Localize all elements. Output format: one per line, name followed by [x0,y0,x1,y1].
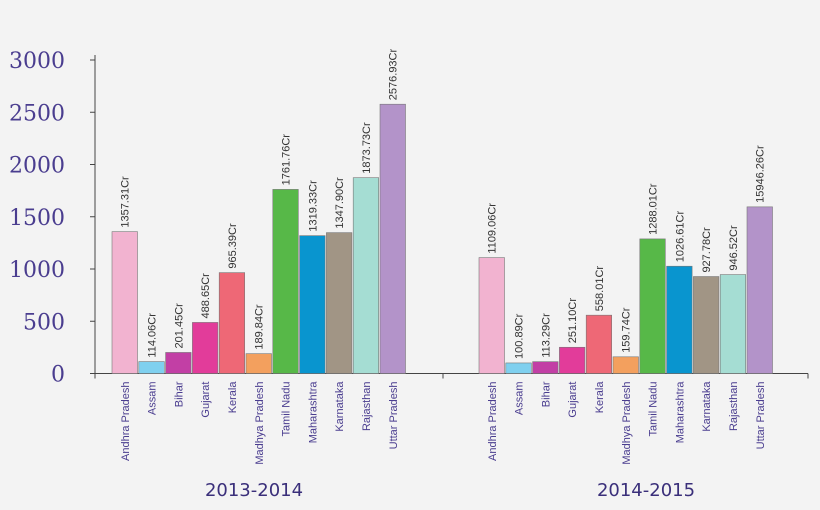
y-tick-label: 500 [23,310,65,335]
bar-uttar-pradesh [379,103,406,374]
x-tick-label: Tamil Nadu [281,382,293,437]
y-tick-label: 0 [51,363,65,388]
x-tick-label: Assam [147,382,159,416]
data-label: 201.45Cr [173,303,185,349]
bar-rajasthan [719,274,747,374]
bar-kerala [585,314,613,374]
x-tick-label: Kerala [227,381,239,414]
bar-andhra-pradesh [478,257,505,374]
data-labels: 1357.31Cr 114.06Cr 201.45Cr 488.65Cr 965.39C… [120,49,767,359]
data-label: 2576.93Cr [388,49,400,101]
data-label: 159.74Cr [621,307,633,353]
bar-kerala [218,272,245,374]
group-label: 2013-2014 [205,480,303,501]
data-label: 1347.90Cr [334,177,346,229]
data-label: 15946.26Cr [755,145,767,203]
x-tick-label: Andhra Pradesh [120,382,132,462]
bar-uttar-pradesh [746,206,773,374]
y-tick-label: 2500 [9,101,65,126]
bars [111,103,773,374]
bar-gujarat [559,346,586,374]
x-tick-label: Karnataka [701,381,713,432]
bar-assam [138,361,165,374]
bar-bihar [532,361,559,374]
y-tick-label: 1500 [9,206,65,231]
data-label: 1873.73Cr [361,122,373,174]
x-tick-label: Karnataka [334,381,346,432]
bar-rajasthan [352,177,380,374]
bar-maharashtra [299,235,326,374]
bar-madhya-pradesh [612,356,639,374]
x-axis-ticks: Andhra Pradesh Assam Bihar Gujarat Kerala Mad… [120,381,767,465]
x-tick-label: Gujarat [200,382,212,418]
y-tick-label: 2000 [9,154,65,179]
x-tick-label: Kerala [594,381,606,414]
x-tick-label: Maharashtra [307,381,319,444]
data-label: 1109.06Cr [487,203,499,254]
bar-andhra-pradesh [111,231,138,374]
x-tick-label: Andhra Pradesh [487,382,499,462]
data-label: 1319.33Cr [307,180,319,232]
x-tick-label: Uttar Pradesh [388,382,400,450]
y-axis-ticks: 0 500 1000 1500 2000 2500 3000 [9,49,95,388]
data-label: 965.39Cr [227,223,239,269]
data-label: 927.78Cr [701,227,713,273]
data-label: 1357.31Cr [120,176,132,228]
x-tick-label: Madhya Pradesh [254,382,266,465]
x-tick-label: Bihar [540,381,552,407]
bar-bihar [165,352,192,374]
data-label: 946.52Cr [728,225,740,271]
data-label: 1026.61Cr [674,211,686,263]
data-label: 1761.76Cr [281,134,293,186]
x-tick-label: Assam [514,382,526,416]
bar-assam [505,362,532,374]
group-label: 2014-2015 [597,480,695,501]
bar-gujarat [192,322,219,374]
group-labels: 2013-2014 2014-2015 [205,480,695,501]
data-label: 488.65Cr [200,273,212,319]
bar-karnataka [326,232,353,374]
x-tick-label: Rajasthan [361,382,373,432]
x-tick-label: Maharashtra [674,381,686,444]
x-tick-label: Bihar [173,381,185,407]
y-tick-label: 3000 [9,49,65,74]
x-tick-label: Uttar Pradesh [755,382,767,450]
bar-maharashtra [666,265,693,374]
y-tick-label: 1000 [9,258,65,283]
x-tick-label: Rajasthan [728,382,740,432]
data-label: 100.89Cr [514,313,526,359]
data-label: 1288.01Cr [648,183,660,235]
x-tick-label: Tamil Nadu [648,382,660,437]
bar-madhya-pradesh [245,353,272,374]
bar-tamil-nadu [639,238,666,374]
data-label: 114.06Cr [147,313,159,358]
data-label: 558.01Cr [594,266,606,312]
x-tick-label: Madhya Pradesh [621,382,633,465]
bar-karnataka [693,276,720,374]
bar-tamil-nadu [272,189,299,374]
data-label: 113.29Cr [540,313,552,358]
x-tick-label: Gujarat [567,382,579,418]
data-label: 251.10Cr [567,298,579,344]
data-label: 189.84Cr [254,304,266,350]
